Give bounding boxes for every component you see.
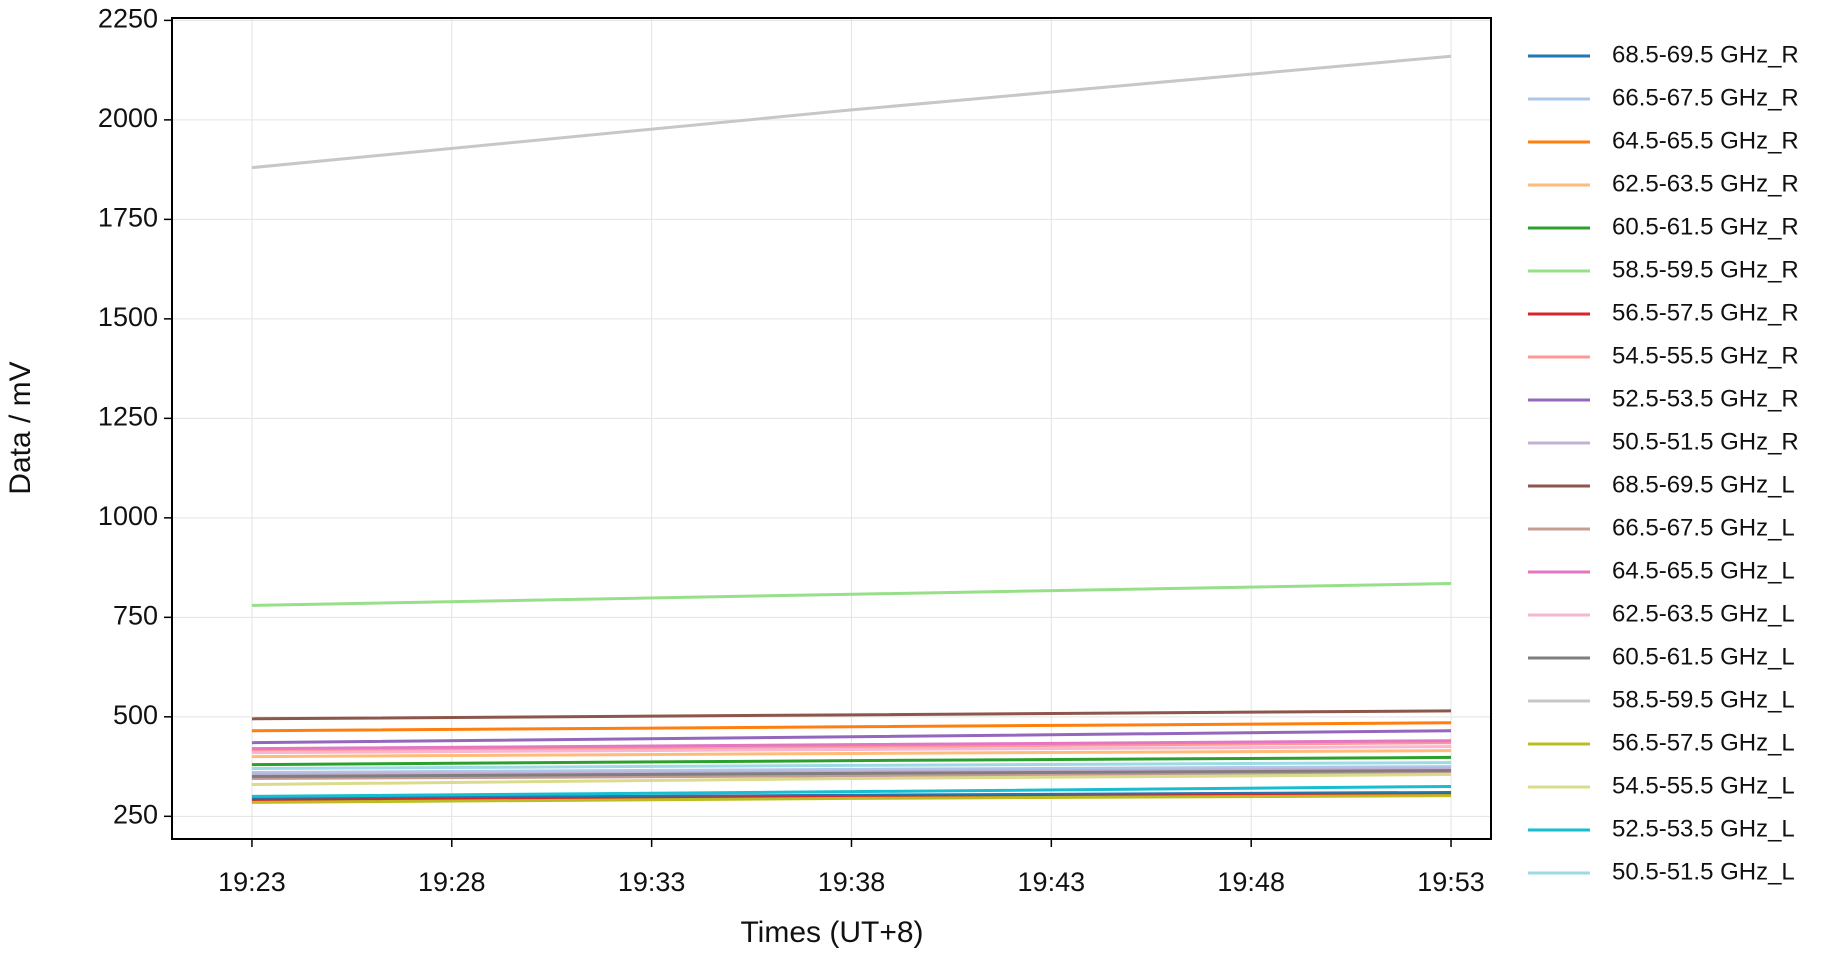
series-line (251, 771, 1452, 781)
legend-label: 54.5-55.5 GHz_R (1612, 342, 1799, 369)
series-line (251, 745, 1452, 755)
series-line (251, 729, 1452, 745)
series-line (251, 749, 1452, 759)
legend-label: 68.5-69.5 GHz_R (1612, 41, 1799, 68)
series-line (251, 767, 1452, 777)
legend-label: 58.5-59.5 GHz_L (1612, 686, 1795, 713)
legend-label: 54.5-55.5 GHz_L (1612, 772, 1795, 799)
legend-label: 50.5-51.5 GHz_L (1612, 858, 1795, 885)
series-line (251, 741, 1452, 753)
series-line (251, 761, 1452, 771)
y-tick-label: 1500 (98, 302, 158, 332)
y-tick-label: 1000 (98, 501, 158, 531)
x-tick-label: 19:28 (418, 867, 486, 897)
y-axis-label: Data / mV (4, 361, 37, 494)
legend-label: 62.5-63.5 GHz_R (1612, 170, 1799, 197)
legend-label: 50.5-51.5 GHz_R (1612, 428, 1799, 455)
y-tick-label: 500 (113, 700, 158, 730)
x-tick-label: 19:53 (1417, 867, 1485, 897)
legend-label: 60.5-61.5 GHz_R (1612, 213, 1799, 240)
x-tick-label: 19:23 (218, 867, 286, 897)
x-tick-label: 19:38 (818, 867, 886, 897)
legend-label: 68.5-69.5 GHz_L (1612, 471, 1795, 498)
x-tick-label: 19:48 (1217, 867, 1285, 897)
series-line (251, 54, 1452, 170)
plot-frame (171, 17, 1492, 840)
legend-label: 52.5-53.5 GHz_L (1612, 815, 1795, 842)
y-tick-label: 2250 (98, 4, 158, 34)
series-line (251, 765, 1452, 775)
legend-label: 58.5-59.5 GHz_R (1612, 256, 1799, 283)
legend-label: 56.5-57.5 GHz_L (1612, 729, 1795, 756)
y-tick-label: 750 (113, 600, 158, 630)
series-line (251, 769, 1452, 779)
legend-label: 52.5-53.5 GHz_R (1612, 385, 1799, 412)
x-tick-label: 19:33 (618, 867, 686, 897)
series-line (251, 709, 1452, 721)
series-line (251, 773, 1452, 786)
legend-label: 60.5-61.5 GHz_L (1612, 643, 1795, 670)
y-tick-label: 1750 (98, 202, 158, 232)
series-line (251, 739, 1452, 751)
legend-label: 66.5-67.5 GHz_R (1612, 84, 1799, 111)
legend-label: 66.5-67.5 GHz_L (1612, 514, 1795, 541)
legend-label: 64.5-65.5 GHz_L (1612, 557, 1795, 584)
series-line (251, 794, 1452, 804)
legend-label: 56.5-57.5 GHz_R (1612, 299, 1799, 326)
series-line (251, 755, 1452, 767)
x-axis-label: Times (UT+8) (740, 916, 923, 949)
y-tick-label: 2000 (98, 103, 158, 133)
series-line (251, 721, 1452, 733)
x-tick-label: 19:43 (1018, 867, 1086, 897)
y-tick-label: 1250 (98, 401, 158, 431)
y-tick-label: 250 (113, 799, 158, 829)
series-line (251, 784, 1452, 798)
series-line (251, 790, 1452, 800)
legend-label: 62.5-63.5 GHz_L (1612, 600, 1795, 627)
series-line (251, 582, 1452, 607)
legend-label: 64.5-65.5 GHz_R (1612, 127, 1799, 154)
